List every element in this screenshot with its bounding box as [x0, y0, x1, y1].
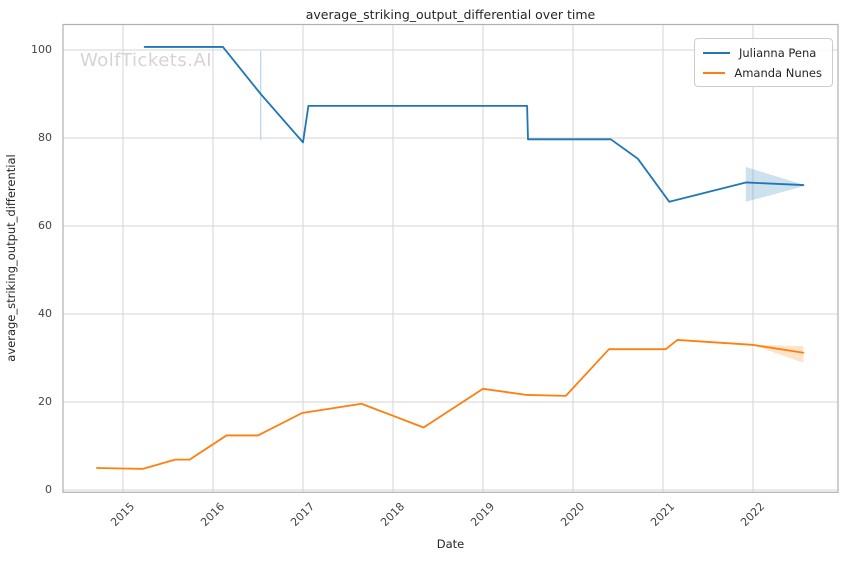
series-line-amanda-nunes — [96, 339, 805, 470]
series-line-julianna-pena — [143, 46, 805, 203]
legend-item-julianna-pena: Julianna Pena — [703, 45, 822, 60]
legend-item-amanda-nunes: Amanda Nunes — [703, 65, 822, 80]
legend-line-swatch-orange — [703, 71, 726, 74]
y-tick-label-100: 100 — [31, 43, 52, 56]
plot-border — [62, 23, 839, 493]
y-tick-label-20: 20 — [38, 395, 52, 408]
chart-title: average_striking_output_differential ove… — [305, 7, 596, 22]
y-tick-label-40: 40 — [38, 307, 52, 320]
legend-line-swatch-blue — [703, 51, 730, 54]
legend-label: Julianna Pena — [739, 45, 817, 60]
y-tick-label-0: 0 — [45, 483, 52, 496]
watermark: WolfTickets.AI — [80, 50, 213, 71]
legend: Julianna Pena Amanda Nunes — [694, 38, 833, 87]
y-tick-label-80: 80 — [38, 131, 52, 144]
legend-label: Amanda Nunes — [734, 65, 822, 80]
y-axis-label: average_striking_output_differential — [4, 154, 18, 362]
y-tick-label-60: 60 — [38, 219, 52, 232]
x-axis-label: Date — [436, 537, 465, 551]
confidence-band-amanda-nunes — [752, 344, 804, 363]
